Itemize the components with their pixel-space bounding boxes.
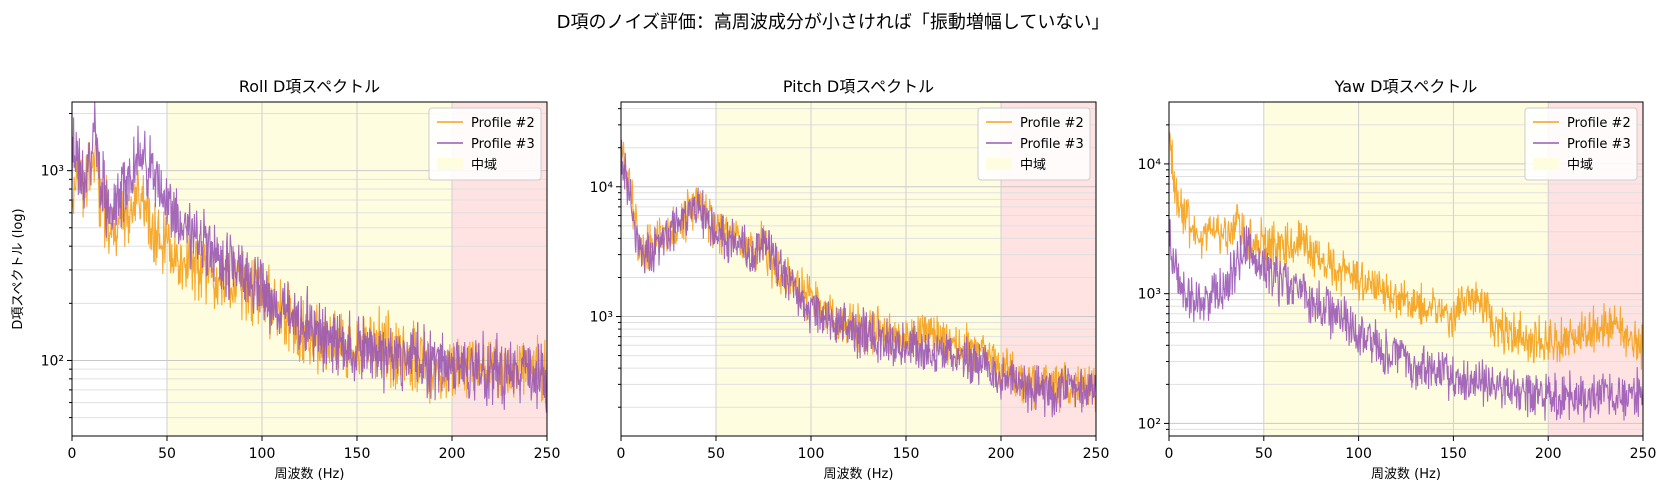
series-line-profile-3: [72, 102, 547, 413]
x-axis-label: 周波数 (Hz): [1371, 467, 1441, 482]
ytick-label: 10³: [41, 164, 64, 180]
ytick-label: 10³: [1138, 287, 1161, 303]
series-group: [621, 139, 1096, 418]
legend: Profile #2 Profile #3 中域: [428, 107, 542, 181]
series-line-profile-2: [1169, 131, 1643, 370]
xtick-label: 200: [1535, 446, 1562, 462]
legend-label: Profile #2: [471, 116, 535, 131]
xtick-label: 250: [1083, 446, 1110, 462]
xtick-label: 50: [707, 446, 725, 462]
plot-frame: [620, 101, 1097, 437]
xtick-label: 150: [893, 446, 920, 462]
x-axis-label: 周波数 (Hz): [824, 467, 894, 482]
xtick-label: 200: [439, 446, 466, 462]
plot-frame: [71, 101, 548, 437]
band-0: [716, 102, 1001, 436]
ytick-label: 10²: [1138, 416, 1161, 432]
legend-label: Profile #3: [471, 137, 535, 152]
legend: Profile #2 Profile #3 中域: [977, 107, 1091, 181]
legend-label: Profile #3: [1567, 137, 1631, 152]
series-group: [1169, 131, 1643, 423]
ytick-label: 10²: [41, 353, 64, 369]
legend-label: 中域: [1020, 158, 1046, 173]
xtick-label: 200: [988, 446, 1015, 462]
y-axis-label: D項スペクトル (log): [11, 208, 26, 329]
xtick-label: 0: [617, 446, 626, 462]
ytick-label: 10⁴: [1138, 157, 1162, 173]
chart-title: Roll D項スペクトル: [239, 77, 380, 96]
legend-swatch: [437, 158, 463, 170]
xtick-label: 100: [798, 446, 825, 462]
legend-label: Profile #3: [1020, 137, 1084, 152]
xtick-label: 100: [249, 446, 276, 462]
ytick-label: 10³: [590, 310, 613, 326]
xtick-label: 250: [534, 446, 561, 462]
ytick-label: 10⁴: [590, 180, 614, 196]
series-group: [72, 102, 547, 413]
xtick-label: 100: [1345, 446, 1372, 462]
xtick-label: 150: [344, 446, 371, 462]
legend: Profile #2 Profile #3 中域: [1524, 107, 1638, 181]
legend-swatch: [986, 158, 1012, 170]
xtick-label: 50: [158, 446, 176, 462]
chart-title: Yaw D項スペクトル: [1334, 77, 1478, 96]
xtick-label: 150: [1440, 446, 1467, 462]
xtick-label: 0: [1165, 446, 1174, 462]
legend-swatch: [1533, 158, 1559, 170]
x-axis-label: 周波数 (Hz): [275, 467, 345, 482]
series-line-profile-3: [621, 139, 1096, 418]
plot-frame: [1168, 101, 1644, 437]
band-0: [167, 102, 452, 436]
legend-label: Profile #2: [1567, 116, 1631, 131]
chart-title: Pitch D項スペクトル: [783, 77, 934, 96]
legend-label: 中域: [471, 158, 497, 173]
series-line-profile-3: [1169, 219, 1643, 423]
legend-label: Profile #2: [1020, 116, 1084, 131]
figure-title: D項のノイズ評価：高周波成分が小さければ「振動増幅していない」: [557, 12, 1110, 33]
xtick-label: 50: [1255, 446, 1273, 462]
xtick-label: 0: [68, 446, 77, 462]
xtick-label: 250: [1630, 446, 1657, 462]
legend-label: 中域: [1567, 158, 1593, 173]
